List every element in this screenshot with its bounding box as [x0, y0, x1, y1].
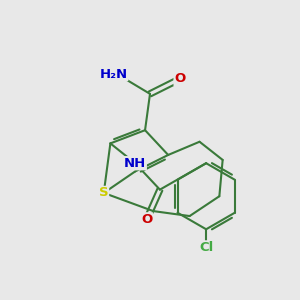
Text: Cl: Cl	[199, 241, 213, 254]
Text: H₂N: H₂N	[100, 68, 128, 80]
Text: O: O	[141, 213, 152, 226]
Text: S: S	[99, 186, 109, 200]
Text: NH: NH	[124, 157, 146, 170]
Text: O: O	[174, 73, 185, 85]
